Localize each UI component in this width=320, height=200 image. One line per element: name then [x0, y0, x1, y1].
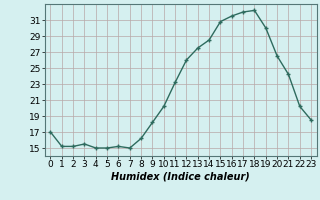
X-axis label: Humidex (Indice chaleur): Humidex (Indice chaleur) [111, 172, 250, 182]
